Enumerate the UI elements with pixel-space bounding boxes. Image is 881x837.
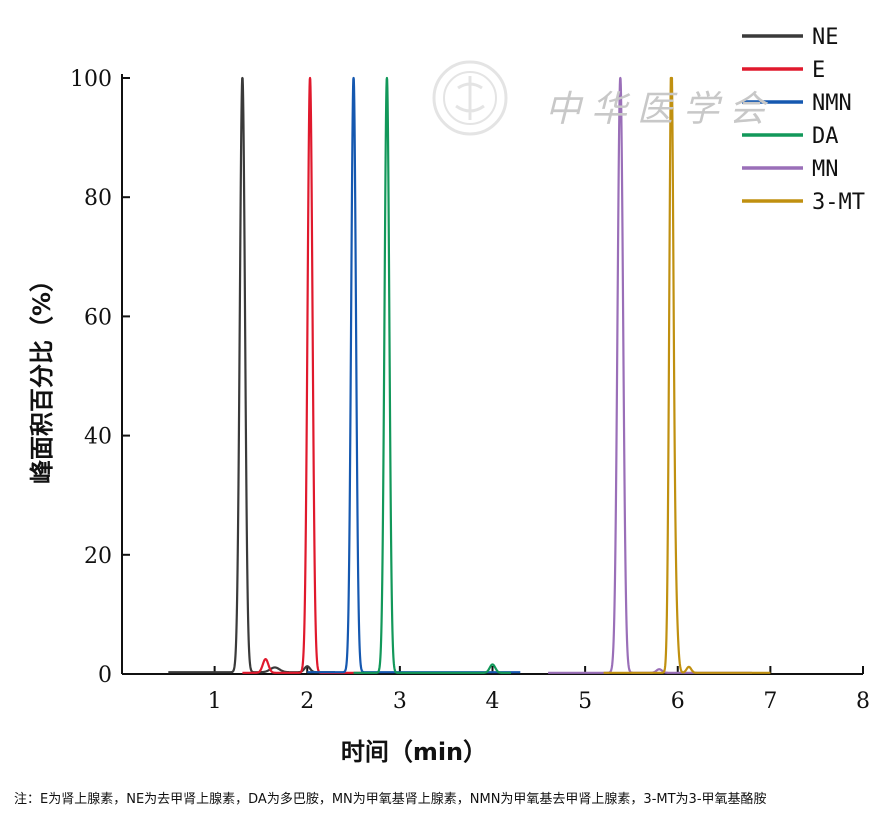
series-line-da [352, 76, 512, 674]
y-tick-label: 0 [98, 663, 112, 688]
legend-label: 3-MT [812, 190, 865, 215]
series-line-nmn [306, 76, 522, 674]
series-line-mn [547, 76, 753, 674]
chart-note: 注：E为肾上腺素，NE为去甲肾上腺素，DA为多巴胺，MN为甲氧基肾上腺素，NMN… [14, 792, 767, 807]
legend-item-ne: NE [742, 25, 839, 50]
legend-label: E [812, 58, 825, 83]
legend-item-mn: MN [742, 157, 839, 182]
x-tick-label: 4 [486, 689, 500, 714]
x-axis-title: 时间（min） [341, 738, 487, 766]
legend-label: MN [812, 157, 839, 182]
x-tick-label: 1 [208, 689, 222, 714]
watermark-text: 中华医学会 [545, 89, 776, 130]
legend-item-3-mt: 3-MT [742, 190, 865, 215]
chromatogram-chart: 0 20 40 60 80 100 1 2 3 4 5 6 7 8 NE E NMN DA MN 3-MT 时间（m… [28, 25, 870, 766]
x-tick-label: 3 [393, 689, 407, 714]
legend-item-nmn: NMN [742, 91, 852, 116]
legend-item-e: E [742, 58, 825, 83]
y-axis-title: 峰面积百分比（%） [28, 268, 56, 484]
y-tick-label: 20 [84, 544, 112, 569]
y-tick-label: 40 [84, 425, 112, 450]
series-layer [167, 76, 772, 674]
y-tick-label: 60 [84, 305, 112, 330]
y-tick-label: 80 [84, 186, 112, 211]
x-tick-label: 8 [856, 689, 870, 714]
series-line-e [241, 76, 364, 674]
legend-label: NMN [812, 91, 852, 116]
legend: NE E NMN DA MN 3-MT [742, 25, 865, 215]
legend-label: DA [812, 124, 839, 149]
series-line-3-mt [602, 76, 772, 674]
x-tick-label: 5 [578, 689, 592, 714]
y-tick-label: 100 [70, 67, 112, 92]
axes: 0 20 40 60 80 100 1 2 3 4 5 6 7 8 [70, 67, 870, 714]
legend-label: NE [812, 25, 839, 50]
x-tick-label: 6 [671, 689, 685, 714]
x-tick-label: 7 [763, 689, 777, 714]
x-tick-label: 2 [300, 689, 314, 714]
legend-item-da: DA [742, 124, 839, 149]
watermark-seal [430, 58, 510, 142]
series-line-ne [167, 76, 336, 674]
